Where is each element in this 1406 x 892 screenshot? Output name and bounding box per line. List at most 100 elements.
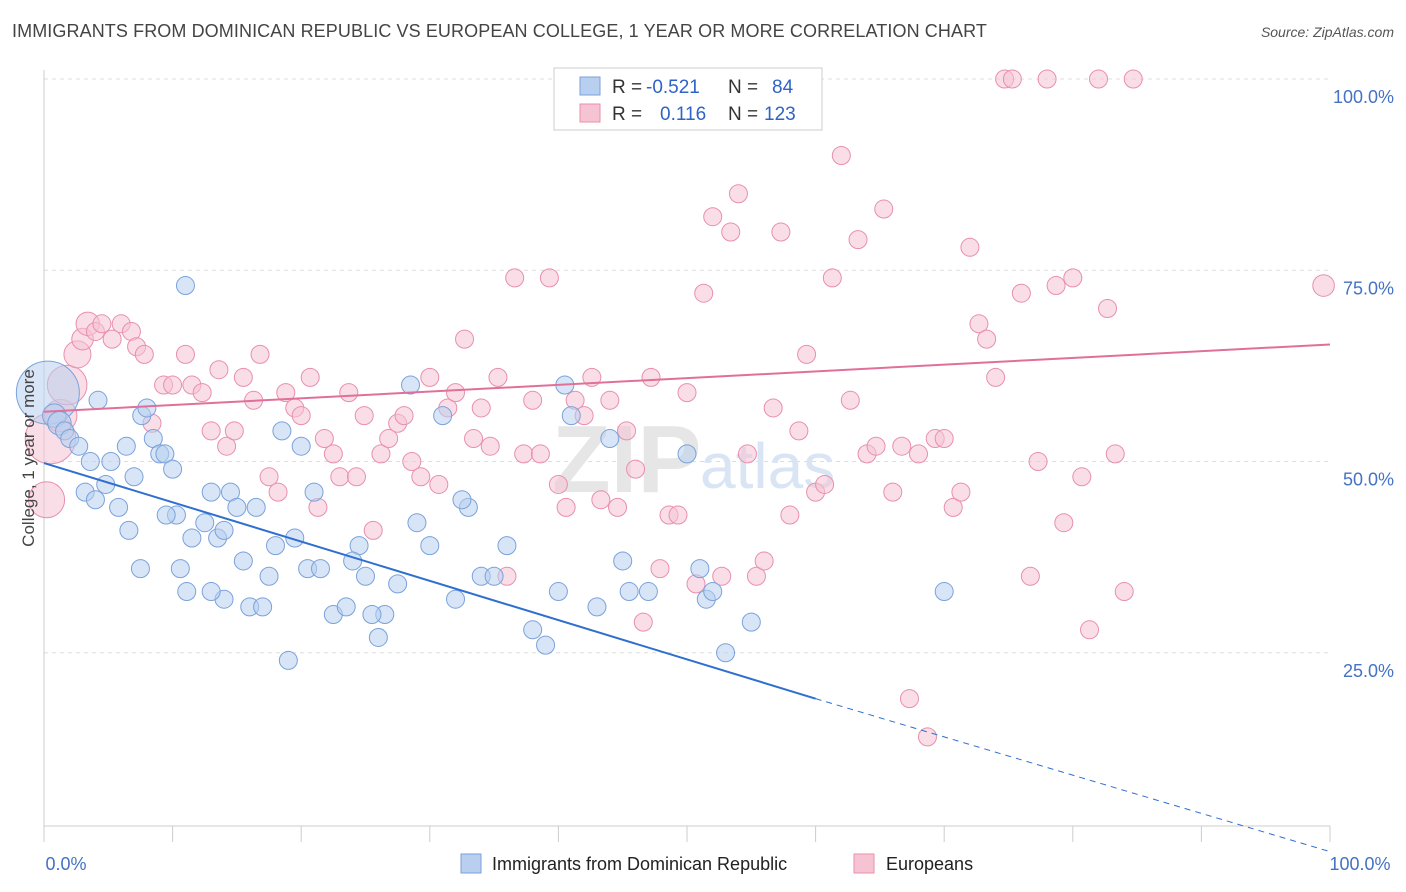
data-point [177, 582, 197, 602]
data-point [626, 459, 646, 479]
data-point [556, 497, 576, 517]
data-point [155, 444, 175, 464]
data-point [285, 528, 305, 548]
data-point [746, 566, 766, 586]
data-point [797, 344, 817, 364]
source-label: Source: ZipAtlas.com [1260, 24, 1394, 40]
data-point [401, 375, 421, 395]
data-point [116, 436, 136, 456]
data-point [175, 344, 195, 364]
data-point [789, 421, 809, 441]
y-tick-label-25: 25.0% [1343, 661, 1394, 681]
data-point [617, 421, 637, 441]
data-point [960, 237, 980, 257]
x-tick-label-min: 0.0% [45, 854, 86, 874]
data-point [1114, 582, 1134, 602]
data-point [371, 444, 391, 464]
series-legend: Immigrants from Dominican Republic Europ… [460, 853, 973, 874]
data-point [514, 444, 534, 464]
data-point [192, 383, 212, 403]
trend-line-dominican-extension [815, 698, 1331, 853]
data-point [272, 421, 292, 441]
data-point [613, 551, 633, 571]
data-point [88, 390, 108, 410]
data-point [619, 582, 639, 602]
data-point [388, 574, 408, 594]
data-point [1054, 513, 1074, 533]
data-point [363, 520, 383, 540]
data-point [480, 436, 500, 456]
data-point [712, 566, 732, 586]
data-point [420, 367, 440, 387]
data-point [505, 268, 525, 288]
data-point [721, 222, 741, 242]
data-point [600, 390, 620, 410]
stats-swatch-blue [579, 76, 601, 96]
data-point [28, 481, 66, 519]
data-point [217, 436, 237, 456]
data-point [523, 620, 543, 640]
data-point [119, 520, 139, 540]
data-point [1063, 268, 1083, 288]
data-point [899, 689, 919, 709]
stats-swatch-pink [579, 103, 601, 123]
data-point [429, 474, 449, 494]
data-point [892, 436, 912, 456]
data-point [134, 344, 154, 364]
stats-pink-r-label: R = [612, 104, 642, 125]
data-point [278, 650, 298, 670]
data-point [488, 367, 508, 387]
trend-line-dominican [43, 462, 816, 700]
data-point [330, 467, 350, 487]
data-point [716, 643, 736, 663]
data-point [233, 367, 253, 387]
data-point [741, 612, 761, 632]
data-point [548, 582, 568, 602]
data-point [969, 314, 989, 334]
data-point [1080, 620, 1100, 640]
data-point [175, 276, 195, 296]
data-point [407, 513, 427, 533]
trend-lines [43, 343, 1331, 853]
data-point [977, 329, 997, 349]
data-point [163, 459, 183, 479]
data-point [1020, 566, 1040, 586]
data-point [1105, 444, 1125, 464]
stats-blue-n-value: 84 [772, 77, 794, 98]
data-point [771, 222, 791, 242]
data-point [446, 589, 466, 609]
data-point [1011, 283, 1031, 303]
data-point [402, 452, 422, 471]
data-point [201, 482, 221, 502]
data-point [1123, 69, 1143, 89]
data-point [452, 490, 472, 510]
data-point [265, 536, 285, 556]
data-point [201, 421, 221, 441]
data-point [848, 230, 868, 250]
data-point [137, 398, 157, 418]
data-point [561, 406, 581, 426]
data-point [763, 398, 783, 418]
data-point [690, 559, 710, 579]
data-point [85, 490, 105, 510]
europeans-points [24, 69, 1335, 747]
data-point [102, 329, 122, 349]
dominican-points [15, 276, 954, 670]
data-point [233, 551, 253, 571]
data-point [291, 406, 311, 426]
data-point [536, 635, 556, 655]
data-point [530, 444, 550, 464]
data-point [209, 360, 229, 380]
data-point [214, 520, 234, 540]
stats-blue-r-value: -0.521 [646, 77, 700, 98]
data-point [304, 482, 324, 502]
data-point [1072, 467, 1092, 487]
data-point [362, 605, 382, 624]
data-point [866, 436, 886, 456]
legend-swatch-europeans [853, 853, 875, 874]
data-point [1098, 299, 1118, 318]
data-point [822, 268, 842, 288]
data-point [677, 383, 697, 403]
data-point [694, 283, 714, 303]
